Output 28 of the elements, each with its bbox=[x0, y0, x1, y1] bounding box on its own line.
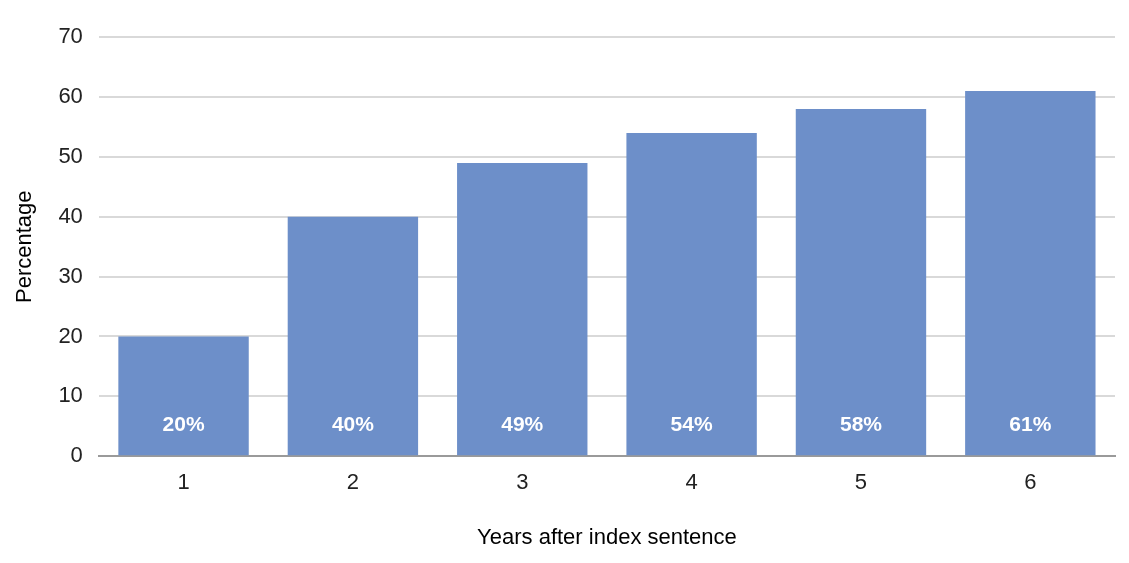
x-tick-label: 3 bbox=[516, 469, 529, 495]
x-tick-label: 5 bbox=[854, 469, 868, 495]
y-tick-label: 60 bbox=[58, 83, 83, 109]
data-label: 58% bbox=[839, 412, 883, 435]
y-tick-label: 70 bbox=[58, 23, 83, 49]
y-tick-label: 0 bbox=[70, 442, 83, 468]
data-label: 40% bbox=[331, 412, 375, 435]
data-label: 54% bbox=[670, 412, 713, 435]
bar bbox=[965, 91, 1096, 456]
bar bbox=[287, 216, 419, 456]
bar bbox=[457, 162, 588, 456]
y-axis-title: Percentage bbox=[11, 190, 37, 303]
bar bbox=[626, 132, 757, 456]
data-label: 20% bbox=[162, 412, 205, 435]
data-label: 49% bbox=[501, 412, 544, 435]
x-tick-label: 1 bbox=[177, 469, 190, 495]
y-tick-label: 20 bbox=[58, 322, 83, 348]
bar bbox=[118, 336, 249, 456]
x-tick-label: 6 bbox=[1024, 469, 1037, 495]
x-axis-title: Years after index sentence bbox=[477, 523, 737, 549]
y-tick-label: 30 bbox=[58, 262, 83, 288]
x-tick-label: 2 bbox=[346, 469, 360, 495]
y-tick-label: 10 bbox=[58, 382, 83, 408]
bar bbox=[795, 109, 927, 456]
y-tick-label: 40 bbox=[58, 202, 83, 228]
y-tick-label: 50 bbox=[58, 142, 83, 168]
data-label: 61% bbox=[1009, 412, 1052, 435]
x-tick-label: 4 bbox=[685, 469, 698, 495]
